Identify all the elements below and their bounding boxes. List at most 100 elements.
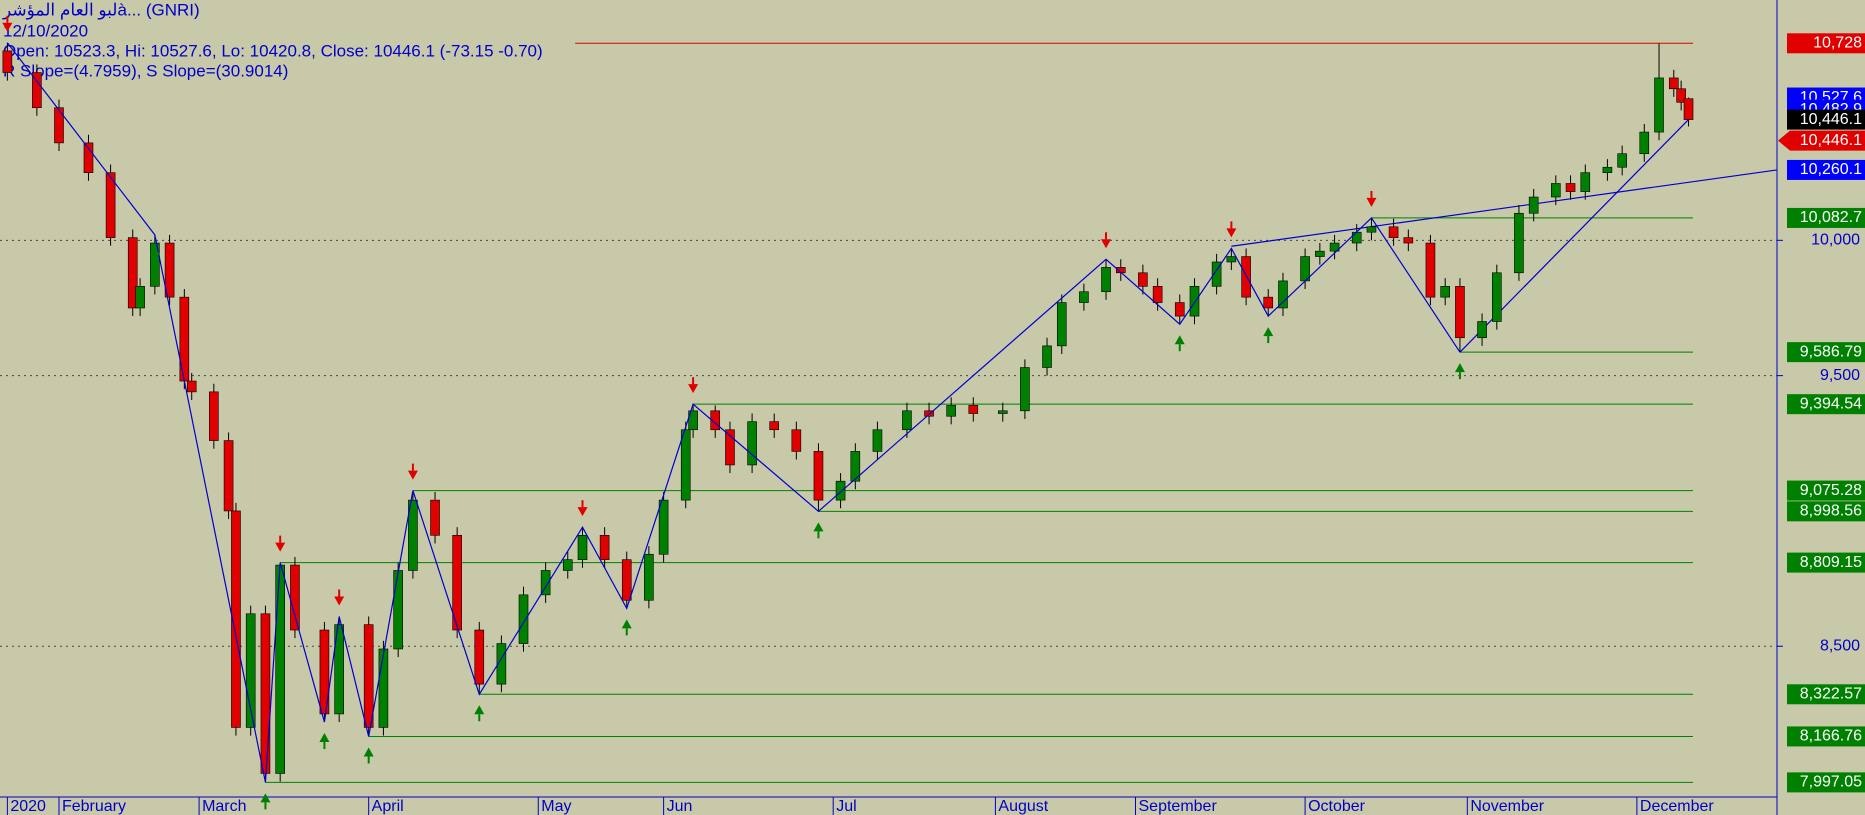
candle-body [1278, 280, 1288, 309]
y-tick-label: 8,500 [1820, 637, 1860, 654]
pivot-high-arrow [577, 507, 588, 517]
candle-body [518, 594, 529, 644]
candle-body [924, 410, 934, 417]
level-label: 9,586.79 [1800, 343, 1862, 360]
candle-body [1425, 242, 1436, 298]
candle-body [1492, 272, 1502, 322]
pivot-high-arrow [334, 596, 345, 606]
candle-body [946, 405, 956, 417]
level-box [1787, 394, 1865, 415]
candle-body [725, 429, 735, 466]
slopes: R Slope=(4.7959), S Slope=(30.9014) [3, 61, 288, 80]
x-tick-label: March [202, 798, 246, 815]
candle-body [1152, 286, 1163, 303]
level-box [1787, 552, 1865, 573]
candle-body [452, 535, 462, 631]
x-tick-label: December [1640, 798, 1714, 815]
candle-body [54, 107, 64, 144]
candle-body [1226, 256, 1237, 263]
date: 12/10/2020 [3, 21, 88, 40]
pivot-high-arrow [688, 384, 699, 394]
candle-body [997, 410, 1008, 414]
price-marker-label: 10,728 [1813, 35, 1862, 52]
price-marker-label: 10,446.1 [1800, 132, 1862, 149]
candle-body [747, 421, 757, 466]
candle-body [1550, 183, 1561, 198]
level-label: 10,082.7 [1800, 209, 1862, 226]
candle-body [1101, 267, 1111, 293]
trend-line [1231, 169, 1778, 247]
candle-body [275, 564, 285, 774]
candle-body [850, 451, 861, 482]
candle-body [1683, 98, 1694, 120]
candle-body [1514, 212, 1524, 274]
candle-body [540, 570, 551, 596]
candle-body [1263, 296, 1274, 309]
candle-body [644, 553, 654, 601]
candle-body [1388, 226, 1399, 238]
pivot-low-arrow [474, 705, 485, 715]
candle-body [245, 613, 256, 728]
pivot-low-arrow [149, 245, 160, 255]
candle-body [1528, 196, 1539, 214]
candle-body [474, 629, 485, 685]
price-marker-box [1787, 109, 1865, 130]
candle-body [1138, 272, 1148, 287]
level-box [1787, 772, 1865, 793]
x-tick-label: November [1470, 798, 1544, 815]
candle-body [231, 510, 241, 728]
candle-body [872, 429, 883, 452]
candle-body [105, 172, 116, 238]
candle-body [1654, 77, 1664, 133]
quote: Open: 10523.3, Hi: 10527.6, Lo: 10420.8,… [3, 41, 543, 60]
level-label: 8,998.56 [1800, 503, 1862, 520]
y-tick-label: 9,500 [1820, 367, 1860, 384]
x-tick-label: May [541, 798, 571, 815]
candle-body [1042, 345, 1052, 368]
candle-body [223, 440, 234, 512]
pivot-low-arrow [1174, 335, 1185, 345]
candle-body [1440, 286, 1450, 298]
candle-body [680, 429, 691, 501]
candle-body [1403, 237, 1414, 244]
x-tick-label: October [1308, 798, 1366, 815]
candle-body [2, 50, 13, 73]
candle-body [1351, 231, 1362, 244]
candle-body [577, 535, 588, 560]
candle-body [1211, 261, 1222, 287]
candle-body [1455, 286, 1465, 339]
candle-body [1617, 153, 1627, 168]
candle-body [363, 624, 374, 728]
candle-body [408, 499, 418, 571]
candle-body [430, 499, 440, 536]
candle-body [968, 405, 979, 414]
candle-body [1079, 291, 1089, 303]
level-label: 7,997.05 [1800, 774, 1862, 791]
candle-body [334, 624, 344, 715]
pivot-low-arrow [621, 619, 632, 629]
candle-body [1580, 172, 1591, 192]
pivot-high-arrow [275, 542, 286, 552]
level-label: 8,322.57 [1800, 685, 1862, 702]
candle-body [791, 429, 802, 452]
zigzag-line [6, 42, 1461, 783]
y-tick-label: 10,000 [1811, 232, 1860, 249]
candle-body [83, 142, 94, 173]
candle-body [179, 296, 190, 382]
pivot-low-arrow [1454, 363, 1465, 373]
candle-body [1020, 367, 1030, 412]
candle-body [902, 410, 912, 431]
candle-body [769, 421, 780, 431]
candle-body [260, 613, 271, 774]
candle-body [621, 559, 632, 601]
candle-body [1315, 250, 1325, 257]
candle-body [1174, 302, 1185, 317]
candle-body [496, 643, 507, 685]
level-box [1787, 684, 1865, 705]
level-box [1787, 207, 1865, 228]
candle-body [393, 570, 403, 650]
candle-body [32, 72, 42, 109]
level-label: 9,394.54 [1800, 395, 1862, 412]
